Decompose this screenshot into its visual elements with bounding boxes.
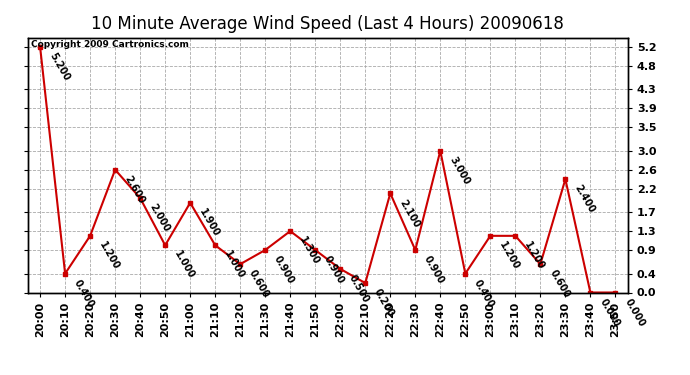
Text: 0.400: 0.400 <box>472 278 496 309</box>
Text: 2.000: 2.000 <box>147 202 171 234</box>
Text: 1.000: 1.000 <box>172 249 196 281</box>
Text: 0.000: 0.000 <box>622 297 647 328</box>
Text: 0.600: 0.600 <box>247 268 271 300</box>
Text: 0.500: 0.500 <box>347 273 371 304</box>
Text: 0.200: 0.200 <box>372 287 396 319</box>
Text: 1.000: 1.000 <box>222 249 246 281</box>
Text: 0.900: 0.900 <box>272 254 296 286</box>
Text: 1.300: 1.300 <box>297 235 322 267</box>
Text: Copyright 2009 Cartronics.com: Copyright 2009 Cartronics.com <box>30 40 188 49</box>
Text: 1.200: 1.200 <box>97 240 121 272</box>
Title: 10 Minute Average Wind Speed (Last 4 Hours) 20090618: 10 Minute Average Wind Speed (Last 4 Hou… <box>91 15 564 33</box>
Text: 2.400: 2.400 <box>572 183 596 215</box>
Text: 1.200: 1.200 <box>522 240 546 272</box>
Text: 0.900: 0.900 <box>322 254 346 286</box>
Text: 5.200: 5.200 <box>47 51 71 83</box>
Text: 1.200: 1.200 <box>497 240 522 272</box>
Text: 0.600: 0.600 <box>547 268 571 300</box>
Text: 2.600: 2.600 <box>122 174 146 206</box>
Text: 2.100: 2.100 <box>397 198 422 229</box>
Text: 0.000: 0.000 <box>598 297 622 328</box>
Text: 0.900: 0.900 <box>422 254 446 286</box>
Text: 3.000: 3.000 <box>447 155 471 187</box>
Text: 1.900: 1.900 <box>197 207 221 238</box>
Text: 0.400: 0.400 <box>72 278 96 309</box>
